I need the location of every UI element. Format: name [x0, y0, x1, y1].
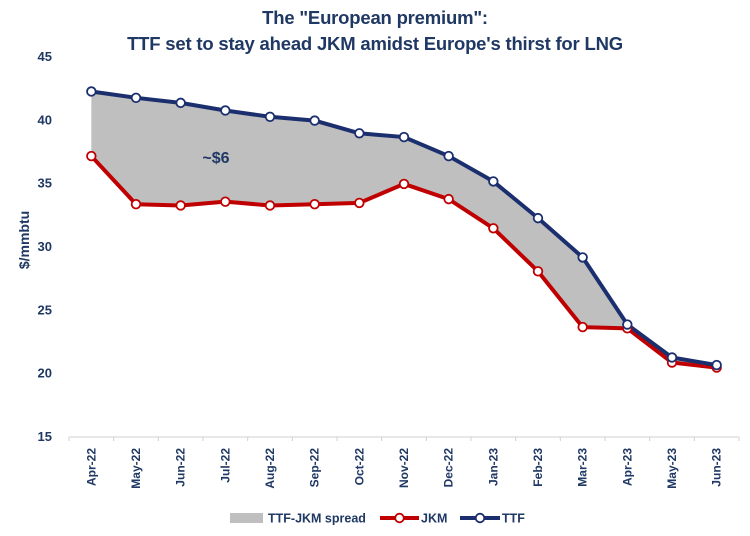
ttf-point	[622, 319, 633, 330]
legend-spread-label: TTF-JKM spread	[268, 512, 366, 526]
ttf-point	[354, 128, 365, 139]
legend-spread-swatch	[230, 513, 263, 523]
ttf-point	[86, 86, 97, 97]
ttf-point	[577, 252, 588, 263]
x-tick-label: Nov-22	[397, 448, 411, 488]
x-tick-label: Sep-22	[308, 448, 322, 488]
legend: TTF-JKM spread JKM TTF	[230, 512, 525, 526]
ttf-point	[443, 150, 454, 162]
jkm-point	[86, 150, 97, 162]
ttf-point	[175, 97, 186, 109]
jkm-point	[130, 198, 142, 210]
ttf-point	[220, 105, 231, 116]
jkm-point	[354, 197, 365, 209]
x-tick-label: Apr-22	[84, 448, 98, 486]
jkm-point	[175, 200, 186, 211]
legend-jkm-label: JKM	[421, 512, 447, 526]
y-axis-label: $/mmbtu	[16, 211, 32, 269]
x-tick-label: May-22	[129, 448, 143, 489]
x-tick-label: May-23	[665, 448, 679, 489]
jkm-point	[443, 193, 454, 205]
ttf-point	[398, 131, 410, 143]
x-tick-label: Jun-23	[710, 448, 724, 487]
x-tick-label: Jul-22	[218, 448, 232, 483]
spread-annotation: ~$6	[202, 150, 229, 167]
jkm-point	[309, 198, 320, 210]
jkm-point	[264, 200, 276, 211]
legend-ttf-marker	[474, 512, 486, 524]
x-tick-label: Jan-23	[486, 448, 500, 486]
jkm-point	[577, 321, 588, 333]
jkm-point	[220, 196, 231, 207]
x-tick-label: Dec-22	[442, 448, 456, 488]
ttf-point	[309, 115, 320, 126]
ttf-point	[130, 92, 142, 104]
legend-jkm-marker	[394, 512, 405, 524]
y-tick-label: 35	[38, 176, 52, 191]
ttf-point	[666, 352, 678, 363]
x-tick-label: Oct-22	[352, 448, 366, 486]
jkm-point	[488, 223, 499, 234]
ttf-point	[264, 111, 276, 123]
x-tick-label: Aug-22	[263, 448, 277, 489]
y-tick-label: 30	[38, 239, 52, 254]
jkm-point	[398, 178, 410, 190]
ttf-point	[532, 212, 544, 224]
y-tick-label: 40	[38, 112, 52, 127]
x-tick-label: Jun-22	[174, 448, 188, 487]
x-tick-label: Apr-23	[620, 448, 634, 486]
ttf-point	[711, 359, 722, 371]
y-tick-label: 20	[38, 366, 52, 381]
x-tick-label: Mar-23	[576, 448, 590, 487]
ttf-point	[488, 176, 499, 187]
jkm-point	[532, 266, 544, 277]
legend-ttf-label: TTF	[502, 512, 525, 526]
chart-title-line-1: The "European premium":	[262, 7, 488, 28]
y-tick-label: 45	[38, 49, 52, 64]
x-tick-label: Feb-23	[531, 448, 545, 487]
y-tick-label: 25	[38, 302, 52, 317]
y-tick-label: 15	[38, 429, 52, 444]
chart-title-line-2: TTF set to stay ahead JKM amidst Europe'…	[127, 33, 623, 54]
